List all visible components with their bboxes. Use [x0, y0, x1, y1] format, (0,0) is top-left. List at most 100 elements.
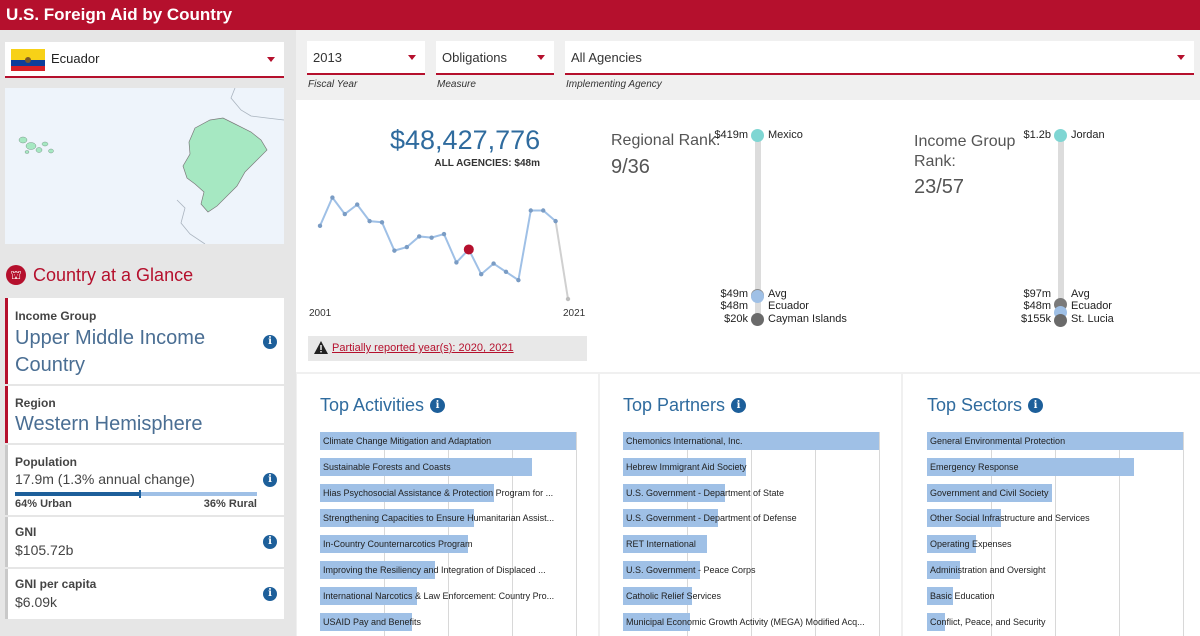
bar-row[interactable]: Administration and Oversight: [927, 561, 1183, 579]
regional-top-dot: [751, 129, 764, 142]
bar: [927, 586, 953, 605]
bar-row[interactable]: Other Social Infrastructure and Services: [927, 509, 1183, 528]
data-point[interactable]: [491, 261, 496, 266]
bar-row[interactable]: Basic Education: [927, 586, 1183, 605]
population-value: 17.9m (1.3% annual change): [15, 471, 195, 487]
bar-label: General Environmental Protection: [930, 436, 1066, 446]
regional-top-name: Mexico: [768, 129, 803, 141]
bar-label: U.S. Government - Department of State: [626, 487, 785, 498]
data-point[interactable]: [503, 269, 509, 275]
bar-row[interactable]: International Narcotics & Law Enforcemen…: [320, 586, 576, 605]
bar: [927, 483, 1053, 502]
bar: [927, 612, 945, 631]
bar: [320, 612, 413, 631]
left-panel: Ecuador ⛫ Country at a Glance Income Gro…: [0, 30, 296, 636]
income-low-dot: [1054, 314, 1067, 327]
ecuador-flag-icon: [11, 49, 45, 71]
partial-years-link[interactable]: Partially reported year(s): 2020, 2021: [332, 342, 514, 354]
data-point[interactable]: [342, 211, 347, 217]
data-point[interactable]: [392, 248, 397, 253]
regional-current-amount: $48m: [720, 300, 748, 312]
bar-row[interactable]: Emergency Response: [927, 457, 1183, 476]
trend-line-chart[interactable]: [310, 175, 580, 305]
data-point[interactable]: [379, 220, 385, 225]
bar: [623, 483, 726, 502]
info-icon[interactable]: i: [263, 535, 277, 549]
data-point[interactable]: [417, 234, 422, 239]
bar-row[interactable]: Government and Civil Society: [927, 483, 1183, 502]
info-icon[interactable]: i: [263, 473, 277, 487]
data-point[interactable]: [429, 235, 434, 240]
partial-warning: Partially reported year(s): 2020, 2021: [308, 336, 587, 361]
income-low-amount: $155k: [1021, 313, 1051, 325]
bar-row[interactable]: Climate Change Mitigation and Adaptation: [320, 432, 576, 450]
country-select-value: Ecuador: [51, 51, 100, 66]
selected-year-point[interactable]: [463, 244, 474, 255]
country-select[interactable]: Ecuador: [5, 42, 284, 78]
bar-row[interactable]: Catholic Relief Services: [623, 586, 879, 605]
income-current-name: Ecuador: [1071, 300, 1112, 312]
data-point[interactable]: [404, 244, 409, 250]
data-point[interactable]: [317, 223, 323, 229]
data-point[interactable]: [479, 272, 484, 277]
regional-avg-amount: $49m: [720, 288, 748, 300]
data-point[interactable]: [355, 202, 360, 207]
fiscal-year-select[interactable]: 2013: [307, 41, 425, 75]
bar-row[interactable]: Municipal Economic Growth Activity (MEGA…: [623, 612, 879, 631]
bar-row[interactable]: U.S. Government - Department of State: [623, 483, 879, 502]
bar-row[interactable]: In-Country Counternarcotics Program: [320, 535, 576, 554]
info-icon[interactable]: i: [430, 398, 446, 413]
data-point[interactable]: [553, 218, 558, 224]
bar-row[interactable]: Operating Expenses: [927, 535, 1183, 554]
data-point[interactable]: [516, 277, 521, 283]
bar-label: International Narcotics & Law Enforcemen…: [323, 590, 555, 601]
data-point[interactable]: [441, 231, 447, 237]
gridline: [991, 432, 992, 636]
info-icon[interactable]: i: [731, 398, 747, 413]
top-partners-title: Top Partners i: [623, 395, 747, 416]
bar-row[interactable]: Chemonics International, Inc.: [623, 432, 879, 450]
bar-label: Municipal Economic Growth Activity (MEGA…: [626, 616, 865, 627]
bar-row[interactable]: General Environmental Protection: [927, 432, 1183, 450]
data-point[interactable]: [330, 195, 335, 200]
gni-value: $105.72b: [15, 542, 74, 558]
gridline: [879, 432, 880, 636]
data-point[interactable]: [367, 218, 372, 224]
regional-rank-track: [755, 136, 761, 320]
bar-row[interactable]: RET International: [623, 535, 879, 554]
measure-select[interactable]: Obligations: [436, 41, 554, 75]
bar-label: Chemonics International, Inc.: [626, 436, 743, 446]
gridline: [1055, 432, 1056, 636]
income-avg-amount: $97m: [1023, 288, 1051, 300]
agency-select[interactable]: All Agencies: [565, 41, 1194, 75]
bar-row[interactable]: Improving the Resiliency and Integration…: [320, 561, 576, 579]
fiscal-year-label: Fiscal Year: [308, 79, 358, 90]
chevron-down-icon: [537, 55, 545, 60]
top-activities-title: Top Activities i: [320, 395, 446, 416]
info-icon[interactable]: i: [263, 335, 277, 349]
bar-row[interactable]: Hias Psychosocial Assistance & Protectio…: [320, 483, 576, 502]
info-icon[interactable]: i: [263, 587, 277, 601]
bar-row[interactable]: Hebrew Immigrant Aid Society: [623, 457, 879, 476]
data-point[interactable]: [541, 208, 546, 213]
regional-low-amount: $20k: [724, 313, 748, 325]
year-end-label: 2021: [563, 308, 586, 319]
bar-row[interactable]: Sustainable Forests and Coasts: [320, 457, 576, 476]
country-map[interactable]: [5, 88, 284, 244]
data-point[interactable]: [565, 296, 571, 302]
app-header: U.S. Foreign Aid by Country: [0, 0, 1200, 30]
income-group-label: Income Group: [15, 309, 97, 323]
bar-row[interactable]: Conflict, Peace, and Security: [927, 612, 1183, 631]
regional-avg-label: Avg: [768, 288, 787, 300]
bar-row[interactable]: U.S. Government - Department of Defense: [623, 509, 879, 528]
bar-label: USAID Pay and Benefits: [323, 616, 422, 627]
info-icon[interactable]: i: [1028, 398, 1044, 413]
bar-row[interactable]: Strengthening Capacities to Ensure Human…: [320, 509, 576, 528]
year-start-label: 2001: [309, 308, 332, 319]
bar-row[interactable]: U.S. Government - Peace Corps: [623, 561, 879, 579]
gridline: [576, 432, 577, 636]
data-point[interactable]: [528, 208, 533, 213]
bar-row[interactable]: USAID Pay and Benefits: [320, 612, 576, 631]
data-point[interactable]: [454, 260, 459, 265]
bar: [623, 535, 708, 554]
